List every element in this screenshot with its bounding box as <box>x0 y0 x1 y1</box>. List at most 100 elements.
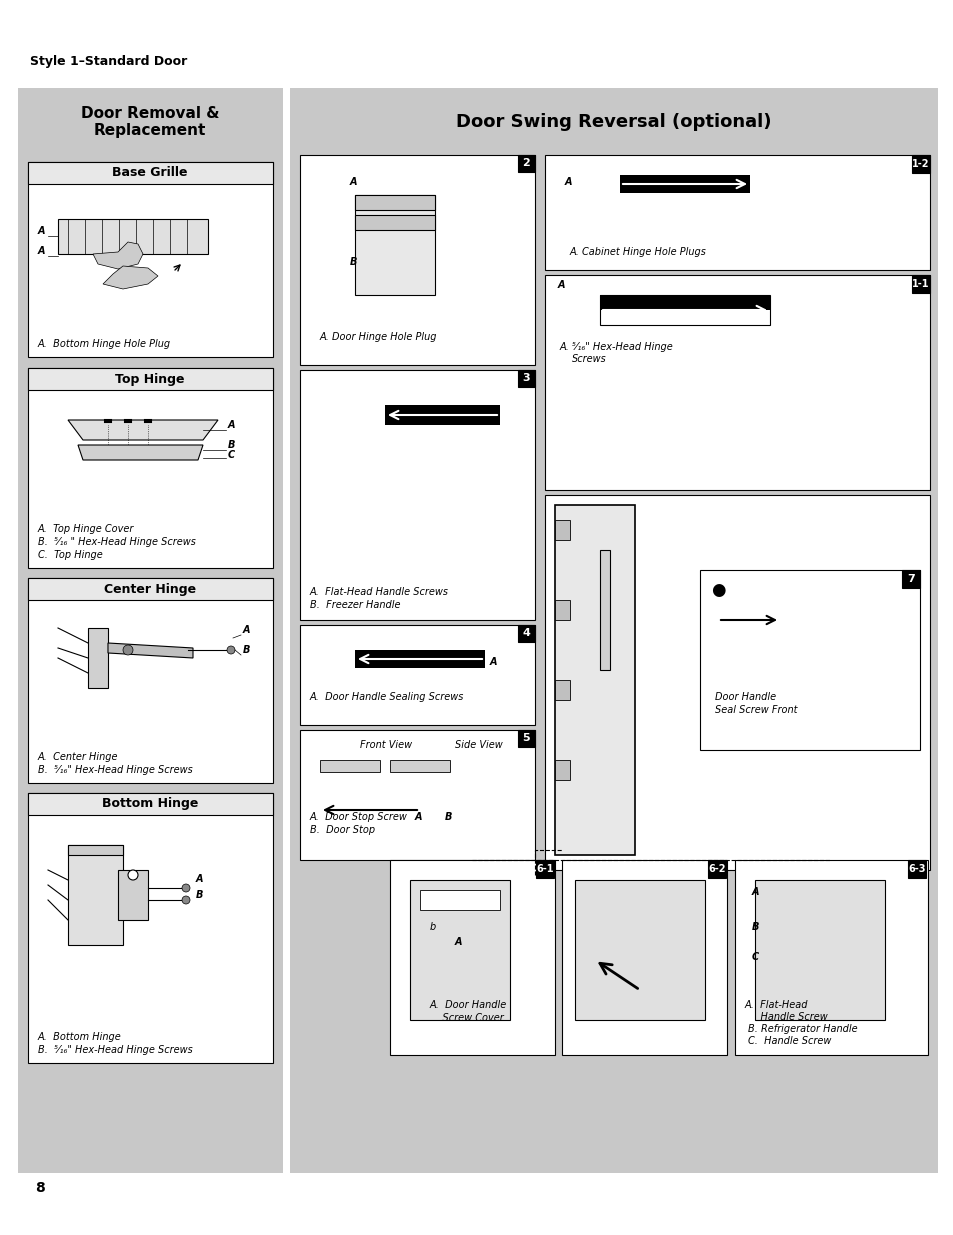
Text: 5: 5 <box>521 734 529 743</box>
Text: B: B <box>228 440 235 450</box>
Bar <box>28 162 273 184</box>
Circle shape <box>227 646 234 655</box>
Text: Handle Screw: Handle Screw <box>747 1011 827 1023</box>
Text: Front View: Front View <box>359 740 412 750</box>
Bar <box>299 730 535 860</box>
Bar <box>410 881 510 1020</box>
Text: b: b <box>430 923 436 932</box>
Text: A.  Door Handle: A. Door Handle <box>430 1000 507 1010</box>
Bar <box>299 370 535 620</box>
Text: 2: 2 <box>521 158 529 168</box>
Text: A: A <box>38 246 46 256</box>
Text: A: A <box>558 280 565 290</box>
Bar <box>28 793 273 1063</box>
Circle shape <box>182 884 190 892</box>
Text: B: B <box>195 890 203 900</box>
Text: ●: ● <box>710 580 724 599</box>
Polygon shape <box>108 643 193 658</box>
Text: A: A <box>455 937 462 947</box>
Text: Door Removal &
Replacement: Door Removal & Replacement <box>81 106 219 138</box>
Text: 1-1: 1-1 <box>911 279 929 289</box>
Bar <box>290 88 937 1173</box>
Text: 1-2: 1-2 <box>911 159 929 169</box>
Bar <box>88 629 108 688</box>
Bar <box>911 156 929 173</box>
Bar <box>555 760 569 781</box>
Text: B.  Freezer Handle: B. Freezer Handle <box>310 600 400 610</box>
Bar <box>619 175 749 193</box>
Bar <box>18 88 283 1173</box>
Text: A: A <box>350 177 357 186</box>
Bar <box>319 760 379 772</box>
Bar <box>544 275 929 490</box>
Text: B: B <box>444 811 452 823</box>
Polygon shape <box>103 266 158 289</box>
Bar <box>28 162 273 357</box>
Text: A.  Bottom Hinge Hole Plug: A. Bottom Hinge Hole Plug <box>38 338 171 350</box>
Bar <box>390 860 555 1055</box>
Text: A.  Top Hinge Cover: A. Top Hinge Cover <box>38 524 134 534</box>
Text: A. Cabinet Hinge Hole Plugs: A. Cabinet Hinge Hole Plugs <box>569 247 706 257</box>
Text: A.  Bottom Hinge: A. Bottom Hinge <box>38 1032 122 1042</box>
Bar <box>118 869 148 920</box>
Bar <box>419 890 499 910</box>
Polygon shape <box>78 445 203 459</box>
Bar <box>28 578 273 600</box>
Bar <box>517 156 535 172</box>
Bar <box>28 578 273 783</box>
Text: Screws: Screws <box>572 354 606 364</box>
Bar <box>28 793 273 815</box>
Text: Seal Screw Front: Seal Screw Front <box>714 705 797 715</box>
Bar <box>517 370 535 387</box>
Bar <box>544 156 929 270</box>
Bar <box>536 860 554 878</box>
Bar <box>68 845 123 855</box>
Bar <box>355 650 484 668</box>
Circle shape <box>182 897 190 904</box>
Bar <box>355 195 435 210</box>
Bar <box>28 368 273 568</box>
Polygon shape <box>92 242 143 269</box>
Circle shape <box>123 645 132 655</box>
Circle shape <box>128 869 138 881</box>
Bar <box>517 625 535 642</box>
Bar <box>390 760 450 772</box>
Text: A: A <box>195 874 203 884</box>
Text: Door Swing Reversal (optional): Door Swing Reversal (optional) <box>456 112 771 131</box>
Text: B.  Door Stop: B. Door Stop <box>310 825 375 835</box>
Text: C.  Top Hinge: C. Top Hinge <box>38 550 103 559</box>
Bar <box>385 405 499 425</box>
Text: C: C <box>228 450 234 459</box>
Text: A.  Door Stop Screw: A. Door Stop Screw <box>310 811 408 823</box>
Text: B.  ⁵⁄₁₆" Hex-Head Hinge Screws: B. ⁵⁄₁₆" Hex-Head Hinge Screws <box>38 764 193 776</box>
Text: A: A <box>490 657 497 667</box>
Bar <box>754 881 884 1020</box>
Bar <box>599 295 769 310</box>
Text: Screw Cover: Screw Cover <box>430 1013 503 1023</box>
Bar <box>555 600 569 620</box>
Bar <box>700 571 919 750</box>
Bar <box>555 680 569 700</box>
Text: B.  ⁵⁄₁₆" Hex-Head Hinge Screws: B. ⁵⁄₁₆" Hex-Head Hinge Screws <box>38 1045 193 1055</box>
Text: B: B <box>243 645 250 655</box>
Bar <box>355 215 435 230</box>
Bar <box>355 195 435 295</box>
Text: B: B <box>350 257 357 267</box>
Text: Center Hinge: Center Hinge <box>104 583 196 595</box>
Text: A: A <box>243 625 251 635</box>
Bar <box>561 860 726 1055</box>
Bar <box>734 860 927 1055</box>
Text: A.  Flat-Head: A. Flat-Head <box>744 1000 807 1010</box>
Text: A.  Center Hinge: A. Center Hinge <box>38 752 118 762</box>
Bar <box>707 860 725 878</box>
Text: A: A <box>415 811 422 823</box>
Bar <box>555 520 569 540</box>
Text: A: A <box>564 177 572 186</box>
Bar <box>58 219 208 254</box>
Bar <box>907 860 925 878</box>
Bar <box>517 730 535 747</box>
Text: C.  Handle Screw: C. Handle Screw <box>747 1036 830 1046</box>
Polygon shape <box>68 420 218 440</box>
Bar <box>555 505 635 855</box>
Text: B.  ⁵⁄₁₆ " Hex-Head Hinge Screws: B. ⁵⁄₁₆ " Hex-Head Hinge Screws <box>38 537 195 547</box>
